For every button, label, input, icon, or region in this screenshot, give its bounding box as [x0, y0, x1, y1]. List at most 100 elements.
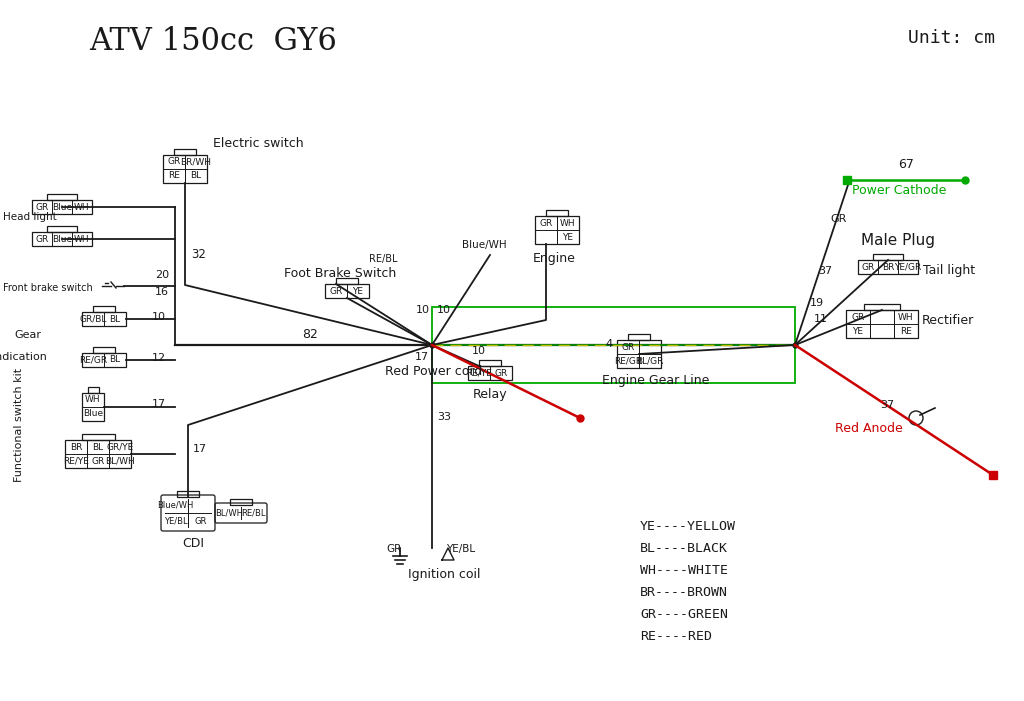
Text: Blue: Blue [52, 235, 72, 243]
Text: YE: YE [352, 287, 364, 296]
Bar [32, 200, 92, 214]
Text: Red Power cord: Red Power cord [385, 365, 482, 378]
Text: 67: 67 [898, 158, 914, 171]
Text: BL: BL [190, 172, 202, 180]
Text: YE----YELLOW: YE----YELLOW [640, 520, 736, 533]
Text: GR/YE: GR/YE [106, 442, 133, 451]
Text: 37: 37 [818, 266, 833, 276]
Bar [858, 260, 918, 274]
Text: 11: 11 [814, 314, 828, 324]
Bar [468, 366, 512, 380]
Text: BL: BL [110, 315, 121, 323]
Text: WH: WH [85, 395, 100, 404]
Text: GR: GR [495, 369, 508, 378]
Text: BL/WH: BL/WH [215, 508, 243, 517]
Text: Foot Brake Switch: Foot Brake Switch [284, 267, 396, 280]
Text: 32: 32 [191, 248, 206, 261]
Text: Male Plug: Male Plug [861, 233, 935, 248]
Text: RE/GR: RE/GR [79, 355, 108, 365]
Bar [163, 155, 207, 183]
Text: WH: WH [898, 313, 913, 322]
Text: RE/GR: RE/GR [614, 357, 642, 365]
Text: 37: 37 [880, 400, 894, 410]
Text: Unit: cm: Unit: cm [908, 29, 995, 47]
Text: RE: RE [900, 327, 912, 336]
Text: BL: BL [110, 355, 121, 365]
Text: Red Anode: Red Anode [835, 422, 903, 435]
Bar [617, 340, 662, 368]
Text: 82: 82 [302, 328, 317, 341]
Bar [864, 304, 900, 310]
Text: BL----BLACK: BL----BLACK [640, 542, 728, 555]
Bar [82, 312, 126, 326]
Text: BL/WH: BL/WH [105, 456, 135, 465]
Bar [82, 393, 104, 421]
Text: BL/GR: BL/GR [636, 357, 664, 365]
Bar [174, 149, 196, 155]
Text: GR: GR [830, 214, 847, 224]
Text: Head light: Head light [3, 212, 56, 222]
Text: Front brake switch: Front brake switch [3, 283, 93, 293]
Text: Rectifier: Rectifier [922, 314, 974, 327]
Text: GR: GR [91, 456, 104, 465]
Text: GR: GR [851, 313, 864, 322]
Text: Functional switch kit: Functional switch kit [14, 368, 24, 482]
Text: BL: BL [92, 442, 103, 451]
Bar [47, 194, 77, 200]
Text: Engine: Engine [534, 252, 575, 265]
Text: GR: GR [330, 287, 343, 296]
Text: Power Cathode: Power Cathode [852, 184, 946, 197]
Text: GR: GR [386, 544, 401, 554]
Text: YE/BL: YE/BL [446, 544, 475, 554]
Text: Gear: Gear [14, 330, 42, 340]
Text: WH----WHITE: WH----WHITE [640, 564, 728, 577]
Bar [325, 284, 369, 298]
Text: GR: GR [195, 517, 207, 526]
Text: Blue: Blue [83, 409, 103, 418]
Text: 19: 19 [810, 298, 824, 308]
Text: BR/WH: BR/WH [180, 158, 212, 167]
Bar [82, 434, 115, 440]
Text: Relay: Relay [473, 388, 508, 401]
Text: GR----GREEN: GR----GREEN [640, 608, 728, 621]
Text: Blue: Blue [52, 203, 72, 212]
Text: 10: 10 [152, 312, 166, 322]
Text: RE/BL: RE/BL [241, 508, 265, 517]
Text: Tail light: Tail light [923, 264, 975, 277]
Bar [846, 310, 918, 338]
Text: indication: indication [0, 352, 46, 362]
Bar [873, 254, 903, 260]
Text: GR: GR [861, 262, 874, 271]
Text: YE/GR: YE/GR [894, 262, 922, 271]
Text: 33: 33 [437, 412, 451, 422]
Text: 20: 20 [155, 270, 169, 280]
Text: 17: 17 [415, 352, 429, 362]
Text: GR: GR [36, 235, 48, 243]
Text: Blue/WH: Blue/WH [462, 240, 507, 250]
Bar [32, 232, 92, 246]
Text: WH: WH [560, 219, 575, 228]
Text: Blue/WH: Blue/WH [158, 501, 194, 510]
Text: Engine Gear Line: Engine Gear Line [602, 374, 710, 387]
Text: 4: 4 [605, 339, 612, 349]
Bar [479, 360, 501, 366]
Text: 17: 17 [152, 399, 166, 409]
Text: 17: 17 [193, 444, 207, 454]
Text: 10: 10 [416, 305, 430, 315]
Text: WH: WH [74, 235, 90, 243]
Bar [230, 499, 252, 505]
Text: GR: GR [36, 203, 48, 212]
Text: GR: GR [622, 343, 635, 351]
Text: 10: 10 [472, 346, 486, 356]
Text: RE/YE: RE/YE [466, 369, 492, 378]
Bar [546, 210, 568, 216]
Text: YE: YE [853, 327, 863, 336]
Text: BR: BR [882, 262, 894, 271]
Bar [93, 306, 115, 312]
Bar [82, 353, 126, 367]
Text: 12: 12 [152, 353, 166, 363]
Text: ATV 150cc  GY6: ATV 150cc GY6 [89, 27, 337, 57]
Text: BR: BR [70, 442, 82, 451]
Text: WH: WH [74, 203, 90, 212]
Text: GR: GR [540, 219, 553, 228]
